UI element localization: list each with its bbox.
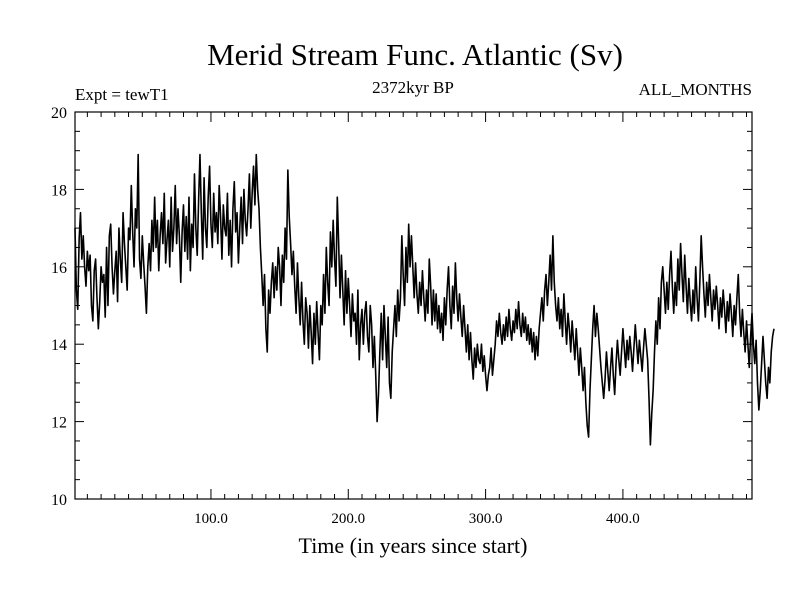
x-tick-label: 300.0 xyxy=(469,511,503,527)
y-tick-label: 14 xyxy=(51,337,67,354)
y-axis: 10 12 14 16 18 20 xyxy=(51,105,752,509)
x-tick-label: 100.0 xyxy=(194,511,228,527)
y-tick-label: 16 xyxy=(51,260,67,277)
y-tick-label: 18 xyxy=(51,182,67,199)
chart-title: Merid Stream Func. Atlantic (Sv) xyxy=(207,37,623,72)
x-axis-title: Time (in years since start) xyxy=(299,533,528,558)
x-axis: 100.0 200.0 300.0 400.0 xyxy=(86,112,748,527)
y-tick-label: 10 xyxy=(51,492,67,509)
plot-frame xyxy=(74,111,753,500)
epoch-label: 2372kyr BP xyxy=(372,78,454,97)
series-line xyxy=(74,153,775,446)
experiment-label: Expt = tewT1 xyxy=(75,85,169,104)
months-label: ALL_MONTHS xyxy=(639,80,752,99)
y-tick-label: 12 xyxy=(51,415,67,432)
x-tick-label: 200.0 xyxy=(331,511,365,527)
y-tick-label: 20 xyxy=(51,105,67,122)
x-tick-label: 400.0 xyxy=(606,511,640,527)
